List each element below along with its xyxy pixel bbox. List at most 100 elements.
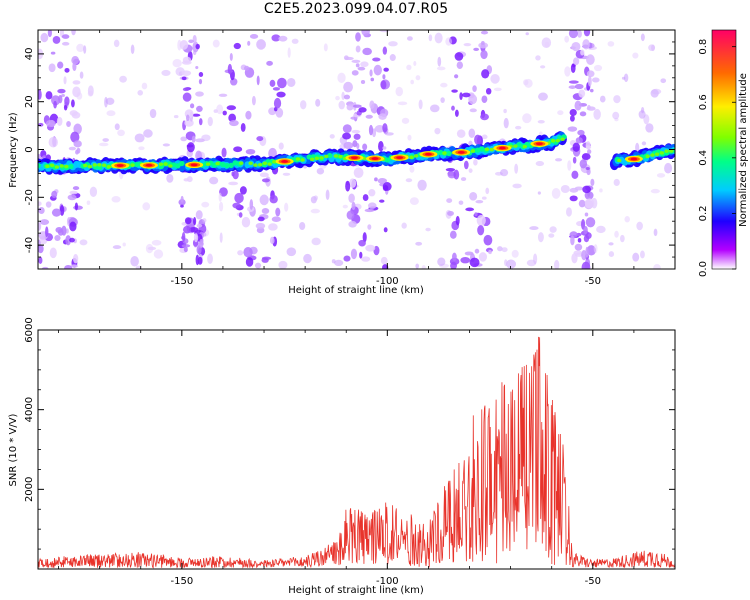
spectrogram-speckle: [413, 60, 417, 67]
spectrogram-speckle: [271, 216, 281, 222]
spectrogram-speckle: [45, 91, 53, 100]
spectrogram-speckle: [343, 55, 349, 61]
spectrogram-speckle: [161, 69, 171, 77]
spectrogram-speckle: [374, 177, 378, 182]
spectrogram-speckle: [259, 172, 269, 178]
spectrogram-speckle: [568, 30, 578, 39]
spectrogram-speckle: [614, 230, 619, 238]
spectrogram-speckle: [395, 86, 404, 97]
spectrogram-speckle: [303, 253, 312, 264]
colorbar: 0.0 0.2 0.4 0.6 0.8 Normalized spectral ampl…: [698, 29, 749, 277]
spectrogram-speckle: [199, 238, 204, 249]
ridge-blob: [267, 162, 272, 166]
spectrogram-speckle: [313, 195, 318, 201]
spectrogram-speckle: [219, 232, 223, 243]
spectrogram-speckle: [540, 65, 546, 69]
spectrogram-speckle: [586, 245, 596, 256]
spectrogram-speckle: [480, 30, 489, 35]
spectrogram-speckle: [407, 134, 412, 141]
spectrogram-speckle: [567, 160, 572, 171]
figure-title: C2E5.2023.099.04.07.R05: [263, 1, 449, 17]
spectrogram-speckle: [382, 74, 386, 80]
spectrogram-speckle: [585, 167, 590, 171]
spectrogram-speckle: [503, 117, 509, 129]
spectrogram-speckle: [254, 262, 262, 269]
ridge-blob: [64, 164, 69, 169]
y-tick-label: -20: [24, 189, 35, 205]
spectrogram-speckle: [315, 98, 321, 107]
spectrogram-speckle: [451, 105, 455, 111]
spectrogram-speckle: [64, 265, 73, 269]
ridge-blob: [560, 137, 565, 142]
ridge-blob: [513, 144, 518, 148]
ridge-blob: [442, 151, 447, 155]
spectrogram-speckle: [428, 34, 433, 42]
colorbar-tick-label: 0.0: [698, 261, 709, 277]
spectrogram-speckle: [195, 43, 200, 50]
spectrogram-speckle: [310, 208, 320, 214]
spectrogram-speckle: [493, 87, 502, 92]
spectrogram-speckle: [249, 199, 254, 210]
colorbar-tick-label: 0.2: [698, 205, 709, 221]
spectrogram-speckle: [401, 222, 407, 229]
spectrogram-speckle: [406, 64, 412, 71]
spectrogram-speckle: [362, 232, 367, 243]
spectrogram-speckle: [195, 138, 205, 143]
spectrogram-speckle: [269, 195, 278, 204]
spectrogram-speckle: [572, 156, 577, 164]
spectrogram-speckle: [564, 66, 571, 77]
x-tick-label: -150: [170, 276, 193, 287]
spectrogram-blobs: [38, 30, 675, 269]
spectrogram-speckle: [48, 136, 58, 148]
ridge-blob: [300, 158, 305, 162]
spectrogram-speckle: [191, 135, 196, 143]
spectrogram-speckle: [348, 220, 357, 228]
spectrogram-speckle: [459, 92, 463, 101]
y-tick-label: -40: [24, 237, 35, 253]
spectrogram-speckle: [382, 146, 387, 150]
spectrogram-speckle: [362, 194, 369, 202]
spectrogram-speckle: [277, 77, 287, 89]
spectrogram-speckle: [405, 178, 413, 183]
spectrogram-speckle: [483, 234, 493, 246]
spectrogram-speckle: [624, 216, 630, 223]
spectrogram-speckle: [569, 109, 577, 116]
spectrogram-speckle: [417, 179, 427, 191]
spectrogram-speckle: [353, 133, 361, 140]
spectrogram-ylabel: Frequency (Hz): [8, 112, 19, 188]
spectrogram-speckle: [425, 227, 431, 232]
spectrogram-speckle: [577, 129, 585, 136]
spectrogram-speckle: [229, 53, 233, 61]
spectrogram-speckle: [460, 177, 467, 182]
spectrogram-speckle: [67, 194, 77, 201]
spectrogram-speckle: [172, 59, 182, 68]
spectrogram-speckle: [440, 97, 445, 103]
spectrogram-speckle: [53, 100, 57, 109]
ridge-blob: [384, 157, 391, 163]
spectrogram-speckle: [463, 43, 472, 47]
spectrogram-speckle: [341, 91, 345, 100]
spectrogram-speckle: [335, 95, 340, 101]
spectrogram-speckle: [587, 75, 592, 87]
spectrogram-speckle: [143, 129, 153, 138]
spectrogram-speckle: [578, 89, 586, 98]
spectrogram-speckle: [99, 142, 109, 147]
spectrogram-speckle: [353, 167, 364, 179]
spectrogram-speckle: [566, 207, 572, 217]
spectrogram-speckle: [79, 239, 88, 246]
spectrogram-speckle: [526, 259, 537, 267]
spectrogram-speckle: [61, 34, 70, 39]
spectrogram-speckle: [369, 100, 375, 110]
spectrogram-speckle: [571, 41, 581, 52]
spectrogram-speckle: [334, 259, 344, 267]
spectrogram-speckle: [105, 97, 115, 105]
spectrogram-speckle: [397, 101, 408, 106]
spectrogram-speckle: [72, 80, 81, 85]
spectrogram-speckle: [243, 246, 253, 258]
spectrogram-speckle: [511, 249, 519, 258]
spectrogram-speckle: [568, 85, 577, 89]
spectrogram-speckle: [445, 37, 453, 46]
spectrogram-speckle: [351, 70, 359, 76]
spectrogram-speckle: [338, 100, 346, 110]
spectrogram-speckle: [207, 253, 213, 265]
